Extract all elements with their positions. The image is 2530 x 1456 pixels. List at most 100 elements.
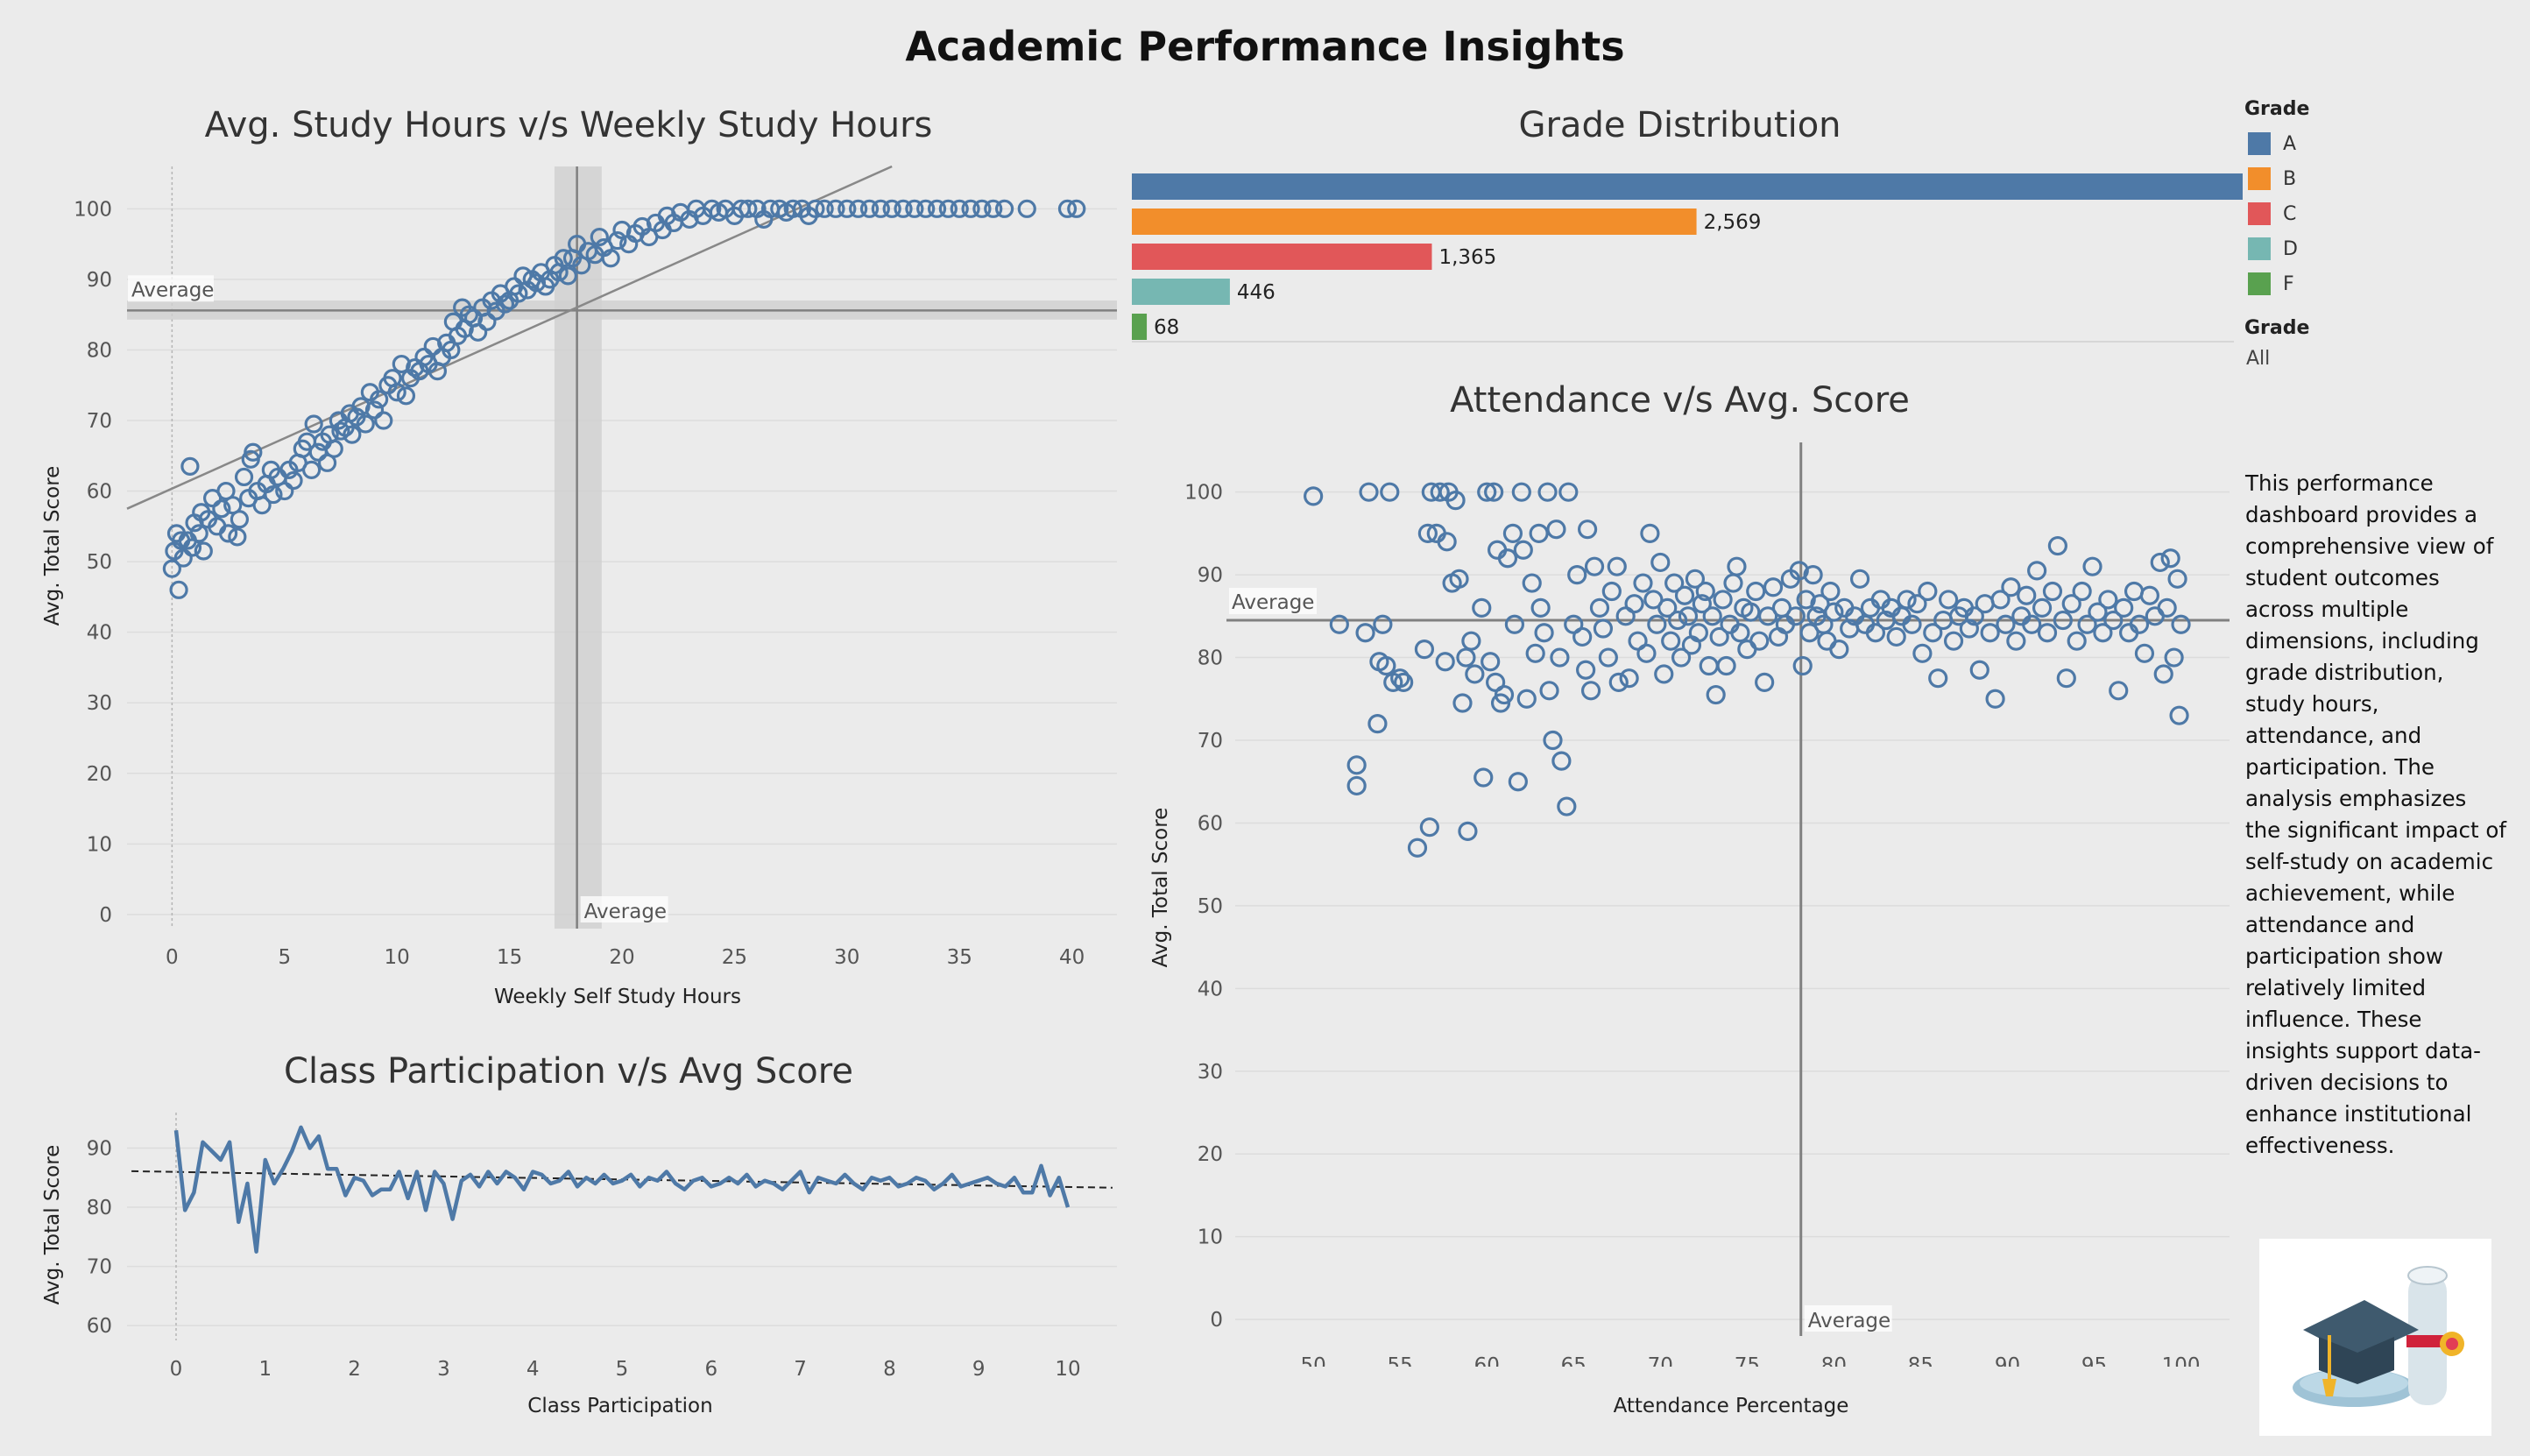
grade-filter-title: Grade <box>2244 317 2310 339</box>
study-point-16 <box>212 499 231 519</box>
attendance-point-113 <box>1758 606 1778 626</box>
study-ref-label-y: Average <box>131 279 214 301</box>
study-xtick-5: 25 <box>722 946 747 969</box>
attendance-point-126 <box>1810 594 1830 614</box>
attendance-point-194 <box>2153 664 2173 684</box>
attendance-point-51 <box>1530 597 1551 618</box>
attendance-point-185 <box>2109 681 2129 701</box>
study-ref-label-bg-y <box>128 275 214 302</box>
legend-swatch-b <box>2248 167 2271 190</box>
legend-item-d[interactable]: D <box>2248 231 2298 266</box>
attendance-point-144 <box>1897 590 1917 610</box>
attendance-point-164 <box>2001 577 2021 597</box>
participation-ytick-1: 70 <box>87 1256 112 1279</box>
attendance-point-63 <box>1572 626 1593 647</box>
attendance-point-197 <box>2164 647 2184 668</box>
attendance-point-198 <box>2167 569 2187 589</box>
attendance-point-191 <box>2139 585 2159 605</box>
attendance-point-100 <box>1709 626 1729 647</box>
attendance-point-93 <box>1685 569 1706 589</box>
attendance-point-28 <box>1456 647 1476 668</box>
attendance-point-146 <box>1907 594 1927 614</box>
legend-item-a[interactable]: A <box>2248 126 2298 161</box>
attendance-point-15 <box>1414 640 1435 660</box>
legend-item-b[interactable]: B <box>2248 161 2298 196</box>
attendance-point-161 <box>1985 689 2005 709</box>
study-point-107 <box>608 230 627 251</box>
attendance-ytick-8: 80 <box>1198 647 1223 670</box>
attendance-point-52 <box>1534 623 1554 643</box>
attendance-point-173 <box>2047 535 2068 556</box>
attendance-point-129 <box>1820 581 1841 602</box>
participation-xtick-3: 3 <box>437 1358 450 1381</box>
participation-xtick-4: 4 <box>526 1358 540 1381</box>
attendance-xtick-9: 95 <box>2081 1354 2107 1367</box>
attendance-point-170 <box>2032 597 2053 618</box>
attendance-point-8 <box>1373 614 1393 634</box>
attendance-point-13 <box>1394 672 1414 692</box>
attendance-ytick-5: 50 <box>1198 895 1223 918</box>
attendance-point-25 <box>1445 491 1466 511</box>
attendance-point-40 <box>1494 684 1515 705</box>
attendance-point-128 <box>1817 631 1837 651</box>
attendance-point-44 <box>1508 772 1528 792</box>
attendance-ytick-9: 90 <box>1198 564 1223 587</box>
study-point-10 <box>189 524 208 543</box>
study-xtick-1: 5 <box>278 946 291 969</box>
grade-bar-c <box>1132 244 1432 270</box>
study-ytick-9: 90 <box>87 269 112 292</box>
study-xtick-6: 30 <box>834 946 859 969</box>
study-point-87 <box>509 284 528 303</box>
attendance-point-0 <box>1304 486 1324 506</box>
attendance-point-172 <box>2042 581 2063 602</box>
attendance-point-22 <box>1437 532 1457 552</box>
grade-bar-b <box>1132 209 1697 235</box>
legend-item-c[interactable]: C <box>2248 196 2298 231</box>
attendance-point-82 <box>1647 614 1667 634</box>
study-point-54 <box>364 400 385 420</box>
attendance-point-149 <box>1923 623 1943 643</box>
attendance-point-53 <box>1537 482 1558 502</box>
attendance-point-45 <box>1511 482 1531 502</box>
attendance-point-181 <box>2088 602 2108 622</box>
participation-xtick-5: 5 <box>616 1358 629 1381</box>
attendance-point-168 <box>2022 614 2042 634</box>
legend-item-f[interactable]: F <box>2248 266 2298 301</box>
study-chart-xlabel: Weekly Self Study Hours <box>494 986 741 1008</box>
study-point-140 <box>859 199 880 218</box>
study-point-27 <box>252 496 272 515</box>
study-point-104 <box>590 227 609 247</box>
grade-legend-title: Grade <box>2244 98 2310 120</box>
attendance-point-62 <box>1567 565 1587 585</box>
study-point-84 <box>495 294 515 314</box>
attendance-point-20 <box>1430 482 1450 502</box>
study-ytick-7: 70 <box>87 410 112 433</box>
study-ytick-3: 30 <box>87 692 112 715</box>
attendance-point-111 <box>1749 631 1770 651</box>
study-point-155 <box>1067 199 1086 218</box>
study-xtick-7: 35 <box>947 946 972 969</box>
participation-chart-title: Class Participation v/s Avg Score <box>284 1051 853 1092</box>
attendance-point-5 <box>1359 482 1379 502</box>
participation-ytick-3: 90 <box>87 1138 112 1161</box>
attendance-point-81 <box>1643 590 1664 610</box>
grade-filter-value[interactable]: All <box>2246 348 2271 370</box>
attendance-point-64 <box>1576 660 1596 680</box>
participation-ytick-2: 80 <box>87 1197 112 1219</box>
study-point-143 <box>894 199 913 218</box>
attendance-point-186 <box>2114 597 2134 618</box>
attendance-point-165 <box>2006 631 2026 651</box>
attendance-point-184 <box>2103 610 2124 631</box>
attendance-point-159 <box>1975 594 1995 614</box>
attendance-ytick-0: 0 <box>1210 1309 1223 1332</box>
attendance-point-85 <box>1657 597 1678 618</box>
attendance-point-35 <box>1481 652 1501 672</box>
attendance-xtick-2: 60 <box>1474 1354 1500 1367</box>
study-ytick-2: 20 <box>87 763 112 786</box>
attendance-point-131 <box>1829 640 1849 660</box>
study-point-44 <box>324 439 343 458</box>
attendance-point-99 <box>1706 684 1726 705</box>
attendance-point-79 <box>1636 643 1657 663</box>
attendance-point-96 <box>1695 581 1715 602</box>
